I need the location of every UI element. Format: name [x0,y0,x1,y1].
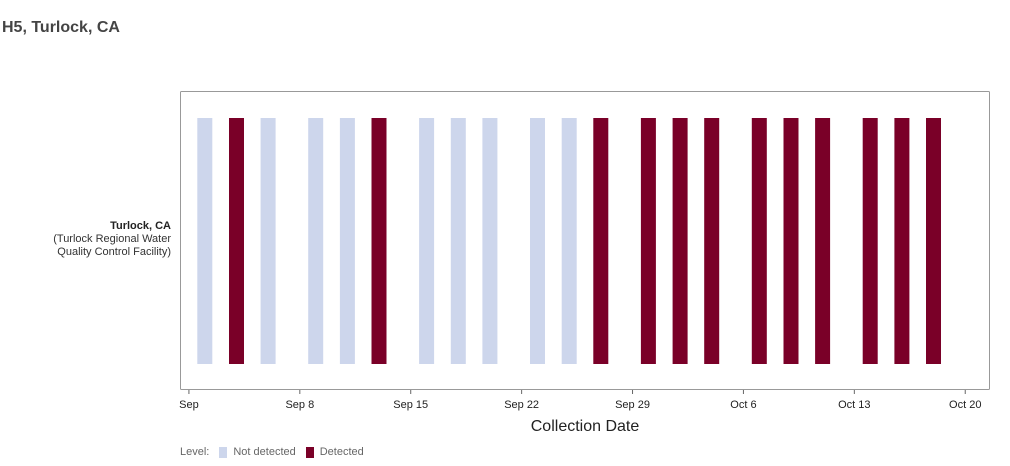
bar-oct-11 [815,118,831,364]
x-tick-label: Sep 29 [615,399,650,411]
bar-oct-7 [751,118,767,364]
bar-oct-18 [926,118,941,364]
x-axis: Sep Sep 8 Sep 15 Sep 22 Sep 29 Oct 6 Oct 13 Oct… [179,390,981,411]
legend-label-detected: Detected [319,446,364,458]
x-tick-label: Sep 22 [504,399,539,411]
bar-sep-23 [530,118,545,364]
facility-line-1: (Turlock Regional Water [53,233,171,245]
legend-swatch-not-detected [219,446,228,458]
bar-sep-27 [593,118,609,364]
bar-sep-18 [450,118,466,364]
bar-sep-9 [308,118,324,364]
site-label: Turlock, CA (Turlock Regional Water Qual… [0,220,171,259]
legend-item-detected: Detected [296,446,364,458]
bar-oct-4 [704,118,720,364]
bars-group [197,118,941,364]
bar-oct-14 [862,118,878,364]
site-name: Turlock, CA [110,220,171,232]
bar-sep-30 [640,118,656,364]
x-tick-label: Sep [179,399,199,411]
bar-sep-25 [561,118,577,364]
x-axis-title: Collection Date [531,418,640,435]
legend-swatch-detected [305,446,314,458]
legend: Level: Not detected Detected [180,446,364,458]
bar-sep-4 [229,118,244,364]
legend-item-not-detected: Not detected [209,446,296,458]
bar-sep-6 [260,118,276,364]
x-tick-label: Oct 20 [949,399,981,411]
facility-line-2: Quality Control Facility) [57,246,171,258]
x-tick-label: Sep 8 [285,399,314,411]
bar-oct-9 [783,118,799,364]
bar-sep-20 [482,118,498,364]
x-tick-label: Oct 6 [730,399,756,411]
legend-label-not-detected: Not detected [233,446,296,458]
bar-sep-16 [419,118,435,364]
bar-sep-2 [197,118,213,364]
bar-sep-13 [371,118,387,364]
bar-oct-2 [672,118,688,364]
x-tick-label: Sep 15 [393,399,428,411]
bar-oct-16 [894,118,910,364]
page-title: H5, Turlock, CA [2,19,120,36]
x-tick-label: Oct 13 [838,399,870,411]
legend-title: Level: [180,446,210,458]
bar-sep-11 [339,118,355,364]
